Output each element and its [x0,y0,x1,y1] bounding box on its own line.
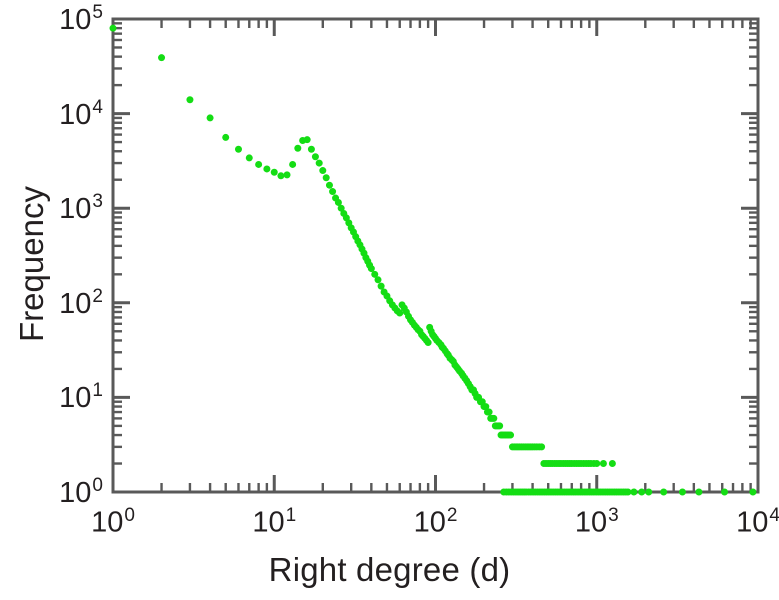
y-tick-label: 100 [59,475,103,509]
y-tick-label: 105 [59,2,103,36]
x-tick-label: 103 [574,505,619,539]
x-tick-label: 100 [91,505,135,539]
axis-ticks [111,17,760,494]
y-tick-label: 103 [59,191,103,226]
y-axis-title: Frequency [13,186,50,342]
x-tick-label: 101 [252,505,297,539]
x-tick-label: 102 [413,505,458,539]
plot-frame [111,17,760,494]
data-points [109,24,757,496]
y-tick-label: 102 [59,285,103,320]
x-tick-label: 104 [736,505,779,539]
y-tick-label: 101 [59,380,103,415]
y-tick-label: 104 [59,96,103,131]
x-axis-title: Right degree (d) [268,551,511,588]
